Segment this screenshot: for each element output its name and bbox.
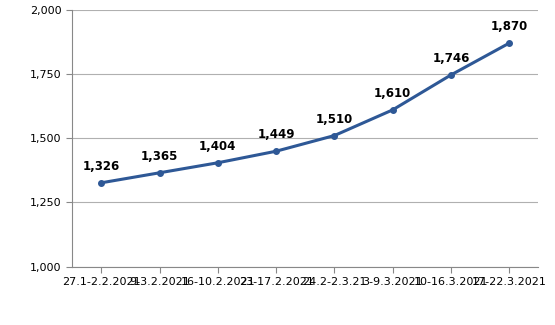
Text: 1,404: 1,404	[199, 140, 236, 153]
Text: 1,870: 1,870	[491, 20, 528, 33]
Text: 1,510: 1,510	[316, 113, 353, 126]
Text: 1,449: 1,449	[258, 128, 295, 141]
Text: 1,365: 1,365	[141, 150, 178, 163]
Text: 1,326: 1,326	[83, 160, 120, 173]
Text: 1,610: 1,610	[374, 87, 411, 100]
Text: 1,746: 1,746	[432, 52, 470, 65]
